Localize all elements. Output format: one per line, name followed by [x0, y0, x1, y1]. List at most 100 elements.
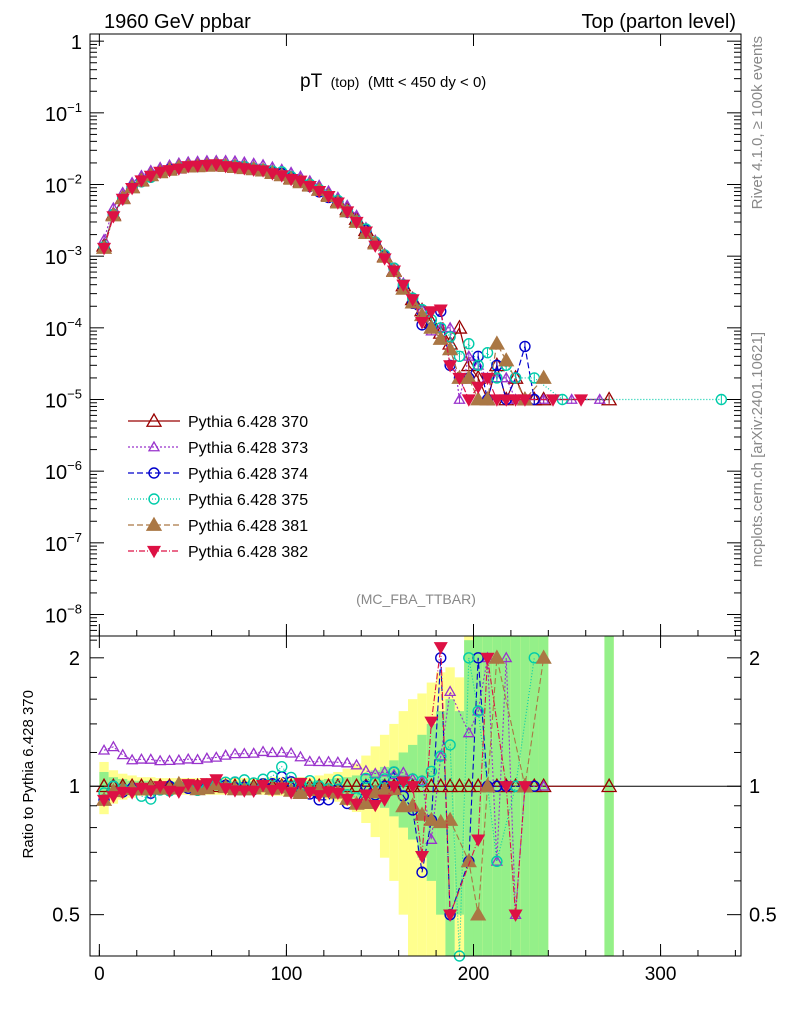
legend-entry: Pythia 6.428 375 [128, 492, 308, 509]
marker-point [96, 794, 112, 808]
marker-point [294, 750, 307, 762]
series-main-0 [95, 157, 618, 406]
band-stat [464, 640, 474, 956]
plot-title: pT (top) (Mtt < 450 dy < 0) [300, 71, 486, 92]
marker-point [441, 341, 459, 356]
y-tick-label: 10−1 [45, 100, 82, 126]
marker-point [227, 785, 243, 798]
marker-point [508, 394, 523, 407]
marker-point [146, 545, 162, 559]
legend-label: Pythia 6.428 370 [188, 414, 308, 431]
marker-point [303, 755, 316, 766]
marker-point [182, 752, 195, 764]
marker-point [368, 799, 383, 813]
marker-point [330, 197, 345, 210]
marker-point [461, 394, 476, 407]
marker-point [508, 909, 523, 922]
marker-point [210, 751, 223, 762]
marker-point [350, 758, 363, 770]
band-stat [529, 636, 539, 956]
marker-point [227, 162, 243, 175]
marker-point [535, 391, 552, 406]
series-line [103, 164, 722, 401]
ratio-frame [89, 635, 742, 957]
ratio-y-tick-label: 0.5 [52, 905, 80, 927]
y-tick-label: 10−5 [45, 387, 82, 413]
y-tick-label: 1 [71, 32, 82, 54]
marker-point [472, 359, 484, 372]
marker-point [441, 811, 459, 826]
marker-point [462, 350, 475, 361]
marker-point [265, 168, 280, 181]
marker-point [415, 317, 430, 330]
band-stat [454, 711, 465, 915]
svg-text:pT (top) (Mtt: pT (top) (Mtt < 450 dy < 0) [300, 71, 486, 92]
rivet-label: Rivet 4.1.0, ≥ 100k events [749, 36, 766, 209]
marker-point [256, 745, 270, 757]
marker-point [423, 811, 440, 826]
legend-label: Pythia 6.428 382 [188, 544, 308, 561]
legend-entry: Pythia 6.428 381 [128, 516, 308, 535]
marker-point [471, 834, 486, 847]
y-tick-label: 10−6 [45, 458, 82, 484]
marker-point [489, 394, 504, 407]
marker-point [284, 787, 299, 800]
marker-point [190, 780, 205, 793]
marker-point [480, 372, 495, 386]
marker-point [209, 159, 224, 172]
marker-point [115, 193, 130, 207]
ratio-y-tick-label: 2 [69, 648, 80, 670]
marker-point [517, 394, 532, 407]
marker-point [472, 705, 484, 717]
marker-point [190, 160, 205, 173]
marker-point [348, 777, 365, 793]
marker-point [274, 170, 289, 183]
marker-point [405, 294, 420, 307]
marker-point [360, 772, 372, 785]
marker-point [154, 754, 167, 766]
marker-point [145, 516, 163, 531]
marker-point [97, 743, 111, 755]
legend-entry: Pythia 6.428 370 [128, 412, 308, 431]
marker-point [162, 785, 177, 799]
marker-point [172, 753, 185, 765]
marker-point [470, 777, 487, 793]
marker-point [209, 774, 224, 787]
marker-point [191, 753, 204, 765]
marker-point [480, 652, 495, 666]
marker-point [444, 739, 456, 751]
marker-point [368, 240, 383, 253]
marker-point [143, 785, 158, 798]
y-tick-label: 10−4 [45, 315, 82, 341]
marker-point [470, 906, 487, 921]
marker-point [463, 338, 475, 350]
ratio-ylabel: Ratio to Pythia 6.428 370 [20, 690, 37, 858]
marker-point [321, 190, 336, 204]
marker-point [452, 372, 467, 386]
marker-point [153, 166, 168, 180]
band-stat [510, 636, 521, 956]
legend-entry: Pythia 6.428 373 [128, 440, 308, 457]
marker-point [593, 393, 606, 404]
marker-point [96, 242, 112, 256]
marker-point [463, 652, 475, 664]
title-sub1: (top) [331, 74, 360, 90]
marker-point [275, 746, 288, 757]
marker-point [358, 226, 373, 239]
marker-point [377, 794, 392, 807]
marker-point [246, 164, 261, 177]
band-stat [604, 636, 614, 956]
band-stat [99, 771, 109, 802]
marker-point [125, 183, 140, 196]
marker-point [106, 791, 121, 804]
marker-point [424, 306, 439, 319]
marker-point [386, 781, 402, 794]
header-left: 1960 GeV ppbar [104, 11, 251, 33]
marker-point [340, 206, 355, 219]
marker-point [471, 381, 486, 395]
band-stat [436, 711, 446, 915]
marker-point [425, 765, 438, 778]
series-line [103, 164, 535, 402]
marker-point [535, 649, 552, 664]
marker-point [545, 394, 561, 407]
